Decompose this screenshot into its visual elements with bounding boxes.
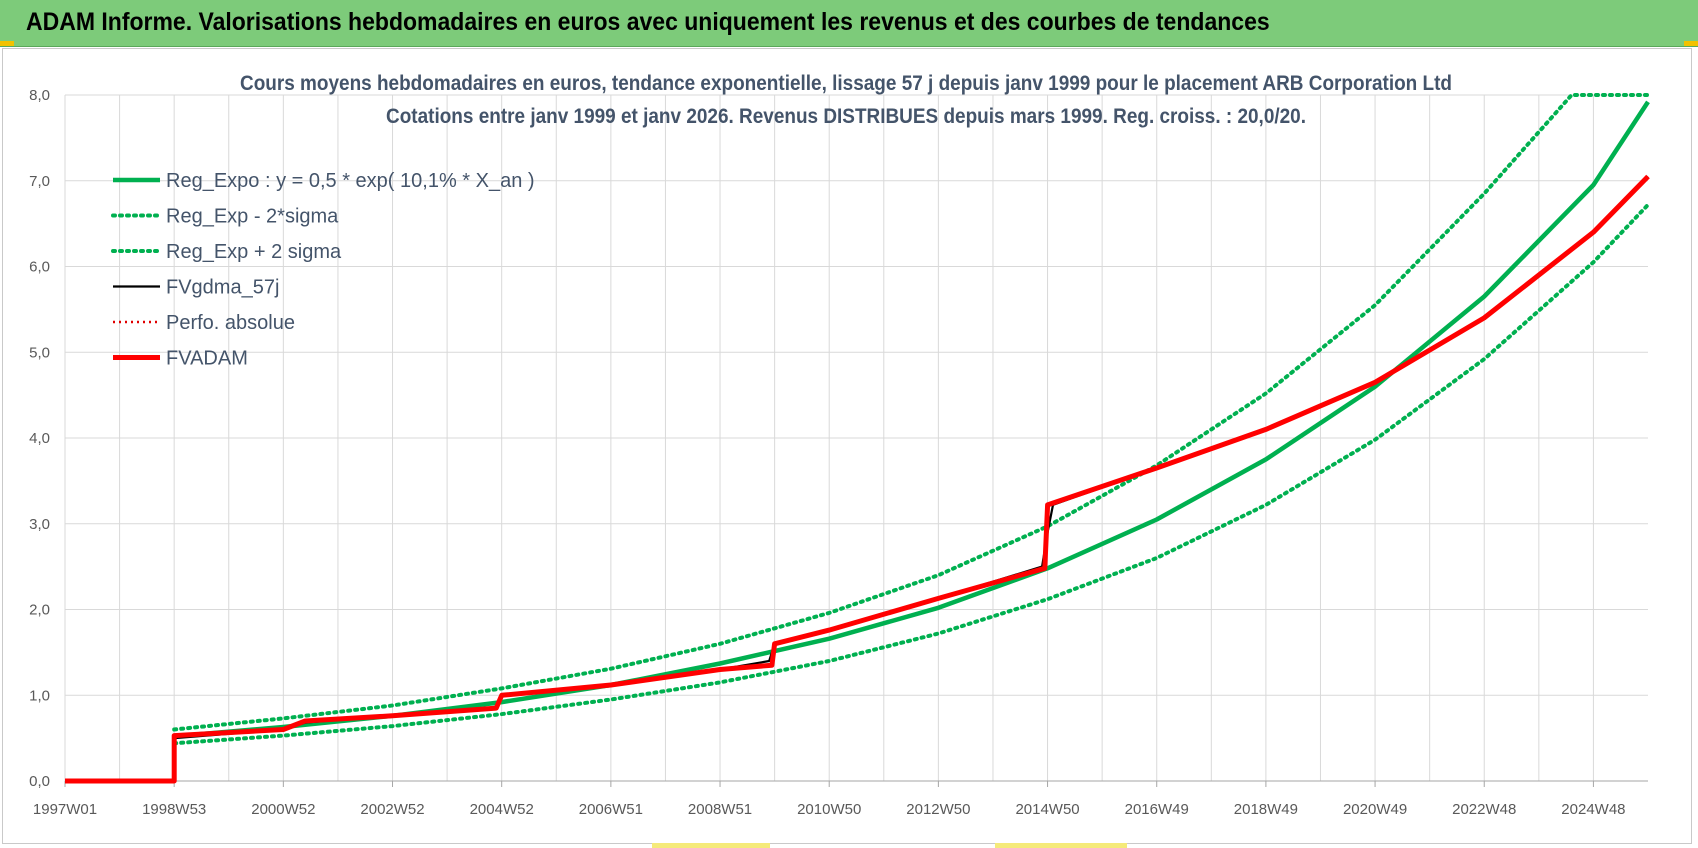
grid — [64, 94, 1648, 782]
x-tick-label: 1997W01 — [33, 801, 97, 818]
legend-label: FVADAM — [166, 348, 248, 370]
x-tick-label: 2014W50 — [1015, 801, 1079, 818]
y-tick-label: 6,0 — [29, 259, 50, 276]
corner-mark-left — [0, 41, 14, 46]
x-tick-label: 2010W50 — [797, 801, 861, 818]
x-tick-label: 2006W51 — [579, 801, 643, 818]
x-tick-label: 2022W48 — [1452, 801, 1516, 818]
series-line-5 — [65, 174, 1650, 784]
legend-label: Reg_Expo : y = 0,5 * exp( 10,1% * X_an ) — [166, 170, 535, 192]
legend-label: Reg_Exp + 2 sigma — [166, 241, 342, 263]
x-tick-label: 2016W49 — [1125, 801, 1189, 818]
y-tick-label: 5,0 — [29, 344, 50, 361]
legend-label: FVgdma_57j — [166, 277, 279, 299]
x-tick-label: 2002W52 — [360, 801, 424, 818]
page-title: ADAM Informe. Valorisations hebdomadaire… — [26, 8, 1270, 36]
series-line-1 — [172, 202, 1650, 746]
header-banner: ADAM Informe. Valorisations hebdomadaire… — [0, 0, 1698, 47]
x-tick-label: 2018W49 — [1234, 801, 1298, 818]
x-tick-label: 2012W50 — [906, 801, 970, 818]
y-tick-label: 8,0 — [29, 87, 50, 104]
x-tick-label: 2008W51 — [688, 801, 752, 818]
y-tick-label: 1,0 — [29, 687, 50, 704]
y-axis: 0,0 1,0 2,0 3,0 4,0 5,0 6,0 7,0 8,0 — [29, 87, 50, 790]
y-tick-label: 2,0 — [29, 602, 50, 619]
y-tick-label: 7,0 — [29, 173, 50, 190]
chart-subtitle: Cotations entre janv 1999 et janv 2026. … — [386, 105, 1306, 128]
x-tick-label: 1998W53 — [142, 801, 206, 818]
chart-frame — [2, 48, 1692, 844]
corner-mark-right — [1684, 41, 1698, 46]
legend-label: Perfo. absolue — [166, 312, 295, 334]
y-tick-label: 3,0 — [29, 516, 50, 533]
legend-label: Reg_Exp - 2*sigma — [166, 206, 339, 228]
x-tick-label: 2000W52 — [251, 801, 315, 818]
legend: Reg_Expo : y = 0,5 * exp( 10,1% * X_an )… — [111, 170, 535, 370]
bottom-mark-2 — [995, 843, 1127, 848]
y-tick-label: 0,0 — [29, 773, 50, 790]
y-tick-label: 4,0 — [29, 430, 50, 447]
x-tick-label: 2004W52 — [470, 801, 534, 818]
series-lines — [65, 93, 1650, 784]
series-line-2 — [172, 93, 1650, 732]
x-tick-label: 2024W48 — [1561, 801, 1625, 818]
x-axis: 1997W01 1998W53 2000W52 2002W52 2004W52 2006W… — [33, 780, 1648, 818]
chart-title: Cours moyens hebdomadaires en euros, ten… — [240, 72, 1452, 95]
x-tick-label: 2020W49 — [1343, 801, 1407, 818]
bottom-mark-1 — [652, 843, 770, 848]
